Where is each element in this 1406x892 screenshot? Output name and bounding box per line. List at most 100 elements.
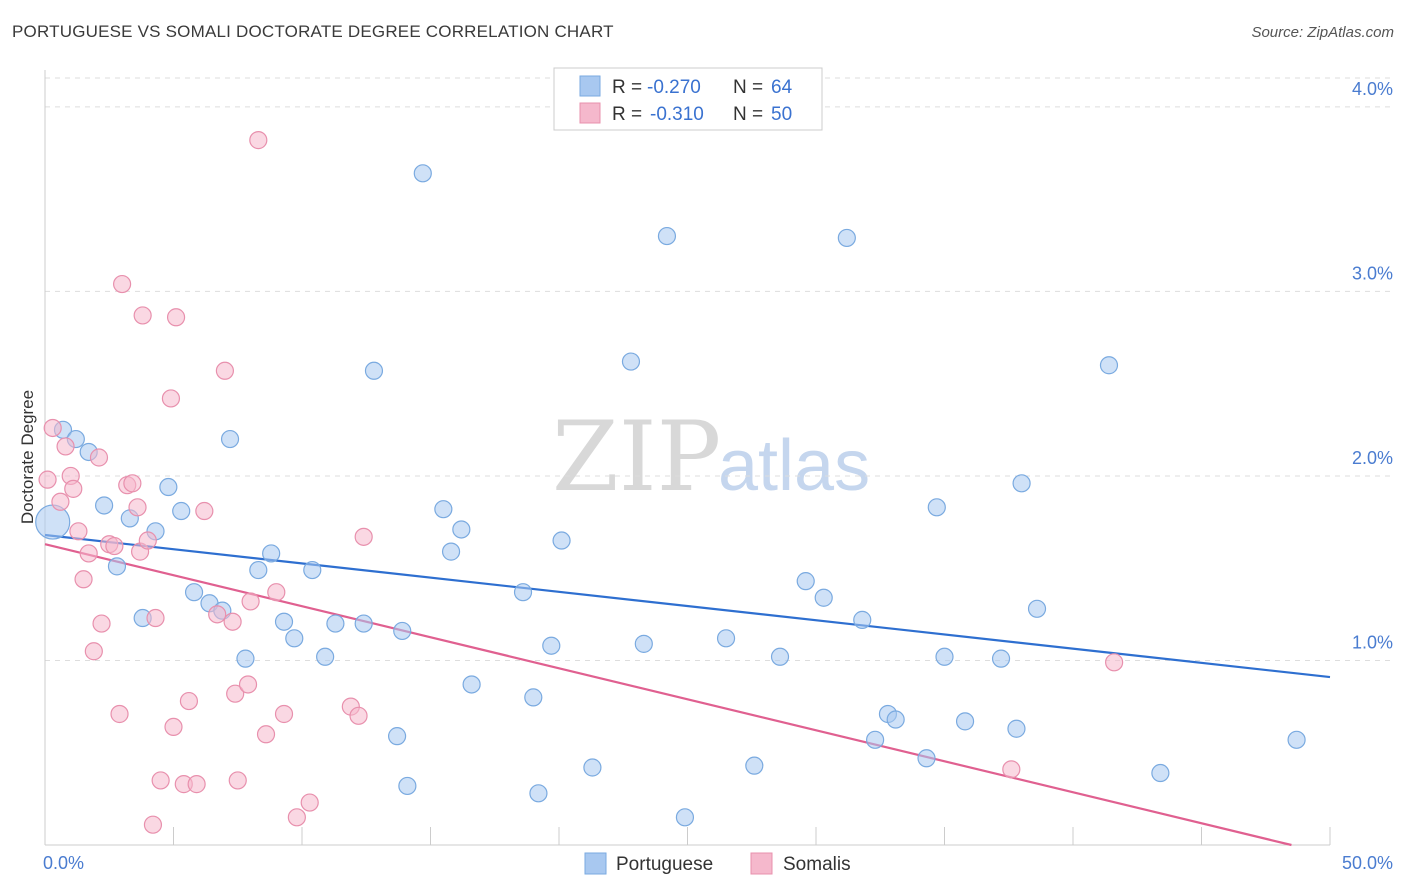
legend-swatch-somalis [579, 102, 601, 124]
point-portuguese [745, 756, 764, 775]
point-somalis [92, 614, 111, 633]
y-tick-label: 1.0% [1352, 632, 1393, 652]
point-somalis [89, 448, 109, 467]
point-portuguese [866, 730, 885, 749]
point-somalis [123, 474, 142, 493]
point-portuguese [814, 588, 833, 607]
point-portuguese [927, 498, 946, 517]
point-somalis [1105, 653, 1124, 672]
point-somalis [151, 771, 170, 790]
watermark-zip: ZIP [552, 401, 721, 513]
point-somalis [208, 605, 227, 624]
source-credit: Source: ZipAtlas.com [1251, 24, 1394, 41]
point-somalis [274, 704, 294, 724]
point-somalis [56, 437, 75, 456]
point-somalis [241, 592, 260, 611]
point-portuguese [326, 614, 345, 633]
legend-n-value-portuguese: 64 [771, 77, 793, 98]
point-somalis [164, 717, 183, 737]
point-somalis [226, 684, 245, 703]
point-portuguese [303, 560, 322, 580]
point-portuguese [853, 610, 872, 629]
x-tick-label: 50.0% [1342, 853, 1393, 873]
legend-n-label-somalis: N = [733, 104, 763, 125]
point-portuguese [955, 712, 975, 731]
point-portuguese [634, 634, 653, 653]
point-portuguese [413, 164, 432, 183]
point-portuguese [935, 647, 954, 666]
point-portuguese [159, 477, 178, 497]
point-somalis [74, 570, 93, 589]
point-portuguese [441, 542, 461, 561]
point-portuguese [354, 614, 373, 633]
point-somalis [105, 536, 124, 556]
point-portuguese [1007, 719, 1026, 738]
point-portuguese [886, 710, 905, 729]
point-portuguese [452, 520, 471, 539]
point-portuguese [770, 647, 790, 666]
point-portuguese [220, 429, 240, 449]
point-portuguese [364, 361, 384, 380]
point-portuguese [621, 352, 641, 371]
point-portuguese [274, 612, 294, 631]
legend-n-value-somalis: 50 [771, 104, 792, 125]
y-axis-label: Doctorate Degree [18, 390, 37, 524]
point-somalis [166, 308, 186, 327]
point-portuguese [249, 560, 268, 580]
point-portuguese [1151, 763, 1170, 783]
point-portuguese [675, 808, 695, 827]
point-portuguese [285, 629, 304, 648]
legend-r-label-portuguese: R = [612, 77, 642, 98]
point-somalis [110, 704, 129, 724]
legend-swatch-portuguese [579, 75, 601, 97]
point-portuguese [716, 629, 736, 648]
point-portuguese [172, 501, 191, 521]
axes: 1.0% 2.0% 3.0% 4.0% 0.0% 50.0% [43, 70, 1393, 873]
legend-bottom-swatch-somalis [750, 852, 773, 875]
point-somalis [128, 498, 147, 517]
data-points [35, 131, 1306, 834]
point-somalis [43, 418, 62, 438]
point-somalis [223, 612, 242, 631]
point-somalis [51, 492, 70, 511]
point-somalis [38, 470, 57, 489]
point-portuguese [316, 647, 335, 666]
point-somalis [195, 501, 214, 521]
point-portuguese [398, 776, 417, 796]
point-somalis [287, 808, 306, 827]
point-portuguese [917, 749, 936, 768]
y-tick-label: 2.0% [1352, 448, 1393, 468]
point-somalis [228, 771, 247, 790]
point-portuguese [1012, 474, 1031, 493]
point-somalis [249, 131, 268, 150]
point-somalis [354, 527, 373, 546]
point-somalis [112, 274, 132, 294]
point-somalis [146, 608, 165, 628]
legend-r-value-somalis: -0.310 [650, 104, 704, 125]
legend-bottom-label-somalis: Somalis [783, 854, 851, 875]
point-portuguese [35, 504, 71, 540]
point-portuguese [107, 557, 127, 576]
point-portuguese [393, 621, 412, 641]
point-portuguese [95, 496, 114, 515]
point-portuguese [1287, 730, 1306, 749]
point-somalis [267, 583, 286, 602]
point-portuguese [657, 226, 677, 246]
point-portuguese [387, 727, 407, 746]
point-portuguese [434, 500, 453, 519]
point-portuguese [583, 758, 602, 777]
point-somalis [64, 479, 83, 498]
point-portuguese [991, 649, 1011, 668]
point-portuguese [262, 544, 281, 563]
point-somalis [161, 389, 181, 408]
point-portuguese [542, 636, 561, 655]
point-somalis [256, 725, 276, 744]
point-portuguese [462, 675, 481, 694]
point-portuguese [837, 228, 856, 248]
point-somalis [79, 544, 98, 563]
legend-bottom-swatch-portuguese [584, 852, 607, 875]
point-somalis [215, 361, 234, 380]
legend-n-label-portuguese: N = [733, 77, 763, 98]
legend-bottom-label-portuguese: Portuguese [616, 854, 713, 875]
